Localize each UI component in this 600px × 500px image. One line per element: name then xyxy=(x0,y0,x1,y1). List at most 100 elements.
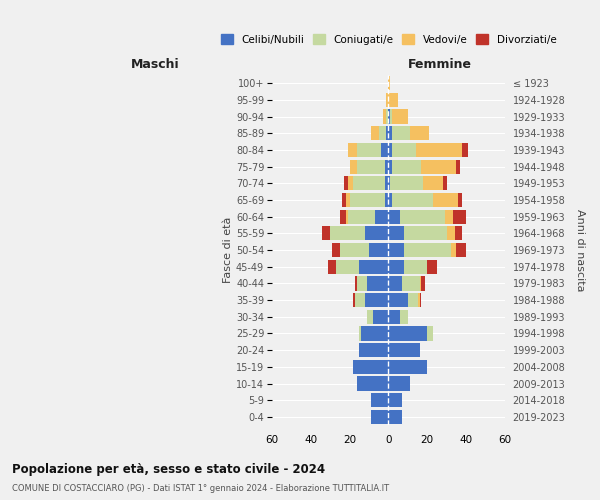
Bar xyxy=(388,276,402,290)
Bar xyxy=(385,193,388,207)
Bar xyxy=(392,110,408,124)
Bar xyxy=(350,193,385,207)
Bar xyxy=(427,326,433,340)
Bar xyxy=(419,276,421,290)
Bar xyxy=(365,293,388,307)
Bar xyxy=(386,126,388,140)
Bar xyxy=(388,410,402,424)
Bar xyxy=(342,193,346,207)
Bar xyxy=(391,176,424,190)
Bar xyxy=(340,243,369,257)
Bar xyxy=(416,143,462,157)
Bar xyxy=(380,143,388,157)
Bar xyxy=(355,293,365,307)
Bar xyxy=(457,160,460,173)
Bar xyxy=(355,276,358,290)
Bar xyxy=(367,310,373,324)
Bar xyxy=(365,226,388,240)
Bar xyxy=(386,110,388,124)
Bar xyxy=(392,160,421,173)
Bar xyxy=(385,176,388,190)
Bar xyxy=(421,160,457,173)
Bar xyxy=(400,310,408,324)
Bar xyxy=(358,160,385,173)
Bar xyxy=(347,210,375,224)
Bar xyxy=(455,226,462,240)
Bar xyxy=(404,260,427,274)
Bar xyxy=(344,176,347,190)
Legend: Celibi/Nubili, Coniugati/e, Vedovi/e, Divorziati/e: Celibi/Nubili, Coniugati/e, Vedovi/e, Di… xyxy=(221,34,556,44)
Bar xyxy=(388,376,410,390)
Bar xyxy=(457,243,466,257)
Bar xyxy=(408,293,418,307)
Bar xyxy=(353,176,385,190)
Bar xyxy=(347,143,358,157)
Y-axis label: Fasce di età: Fasce di età xyxy=(223,217,233,283)
Bar xyxy=(388,93,398,107)
Bar xyxy=(361,326,388,340)
Bar xyxy=(458,193,462,207)
Bar xyxy=(386,93,388,107)
Bar xyxy=(388,76,391,90)
Bar xyxy=(373,310,388,324)
Bar xyxy=(332,243,340,257)
Bar xyxy=(452,210,466,224)
Bar xyxy=(388,126,392,140)
Bar xyxy=(371,410,388,424)
Bar xyxy=(388,310,400,324)
Text: Femmine: Femmine xyxy=(408,58,472,71)
Bar xyxy=(391,110,392,124)
Bar xyxy=(388,160,392,173)
Text: Maschi: Maschi xyxy=(131,58,179,71)
Bar xyxy=(350,160,358,173)
Bar xyxy=(443,176,447,190)
Text: Popolazione per età, sesso e stato civile - 2024: Popolazione per età, sesso e stato civil… xyxy=(12,462,325,475)
Bar xyxy=(388,343,419,357)
Y-axis label: Anni di nascita: Anni di nascita xyxy=(575,209,585,292)
Bar xyxy=(347,176,353,190)
Bar xyxy=(388,326,427,340)
Bar xyxy=(358,276,367,290)
Bar xyxy=(371,126,379,140)
Bar xyxy=(328,260,336,274)
Bar xyxy=(346,210,347,224)
Bar xyxy=(322,226,330,240)
Bar xyxy=(447,226,455,240)
Bar xyxy=(353,360,388,374)
Bar xyxy=(346,193,350,207)
Bar xyxy=(445,210,452,224)
Bar xyxy=(392,126,410,140)
Bar xyxy=(388,143,392,157)
Bar xyxy=(340,210,346,224)
Bar xyxy=(388,176,391,190)
Bar xyxy=(388,293,408,307)
Bar xyxy=(358,143,380,157)
Bar xyxy=(400,210,445,224)
Bar xyxy=(410,126,429,140)
Bar xyxy=(404,226,447,240)
Bar xyxy=(388,210,400,224)
Bar xyxy=(388,243,404,257)
Bar xyxy=(359,260,388,274)
Bar xyxy=(369,243,388,257)
Bar xyxy=(383,110,386,124)
Bar xyxy=(418,293,419,307)
Bar xyxy=(419,293,421,307)
Bar xyxy=(388,193,392,207)
Bar xyxy=(433,193,458,207)
Bar xyxy=(379,126,386,140)
Bar xyxy=(421,276,425,290)
Bar xyxy=(424,176,443,190)
Text: COMUNE DI COSTACCIARO (PG) - Dati ISTAT 1° gennaio 2024 - Elaborazione TUTTITALI: COMUNE DI COSTACCIARO (PG) - Dati ISTAT … xyxy=(12,484,389,493)
Bar xyxy=(388,260,404,274)
Bar xyxy=(330,226,365,240)
Bar xyxy=(404,243,451,257)
Bar xyxy=(367,276,388,290)
Bar xyxy=(358,376,388,390)
Bar xyxy=(385,160,388,173)
Bar xyxy=(336,260,359,274)
Bar xyxy=(388,393,402,407)
Bar xyxy=(375,210,388,224)
Bar xyxy=(371,393,388,407)
Bar xyxy=(427,260,437,274)
